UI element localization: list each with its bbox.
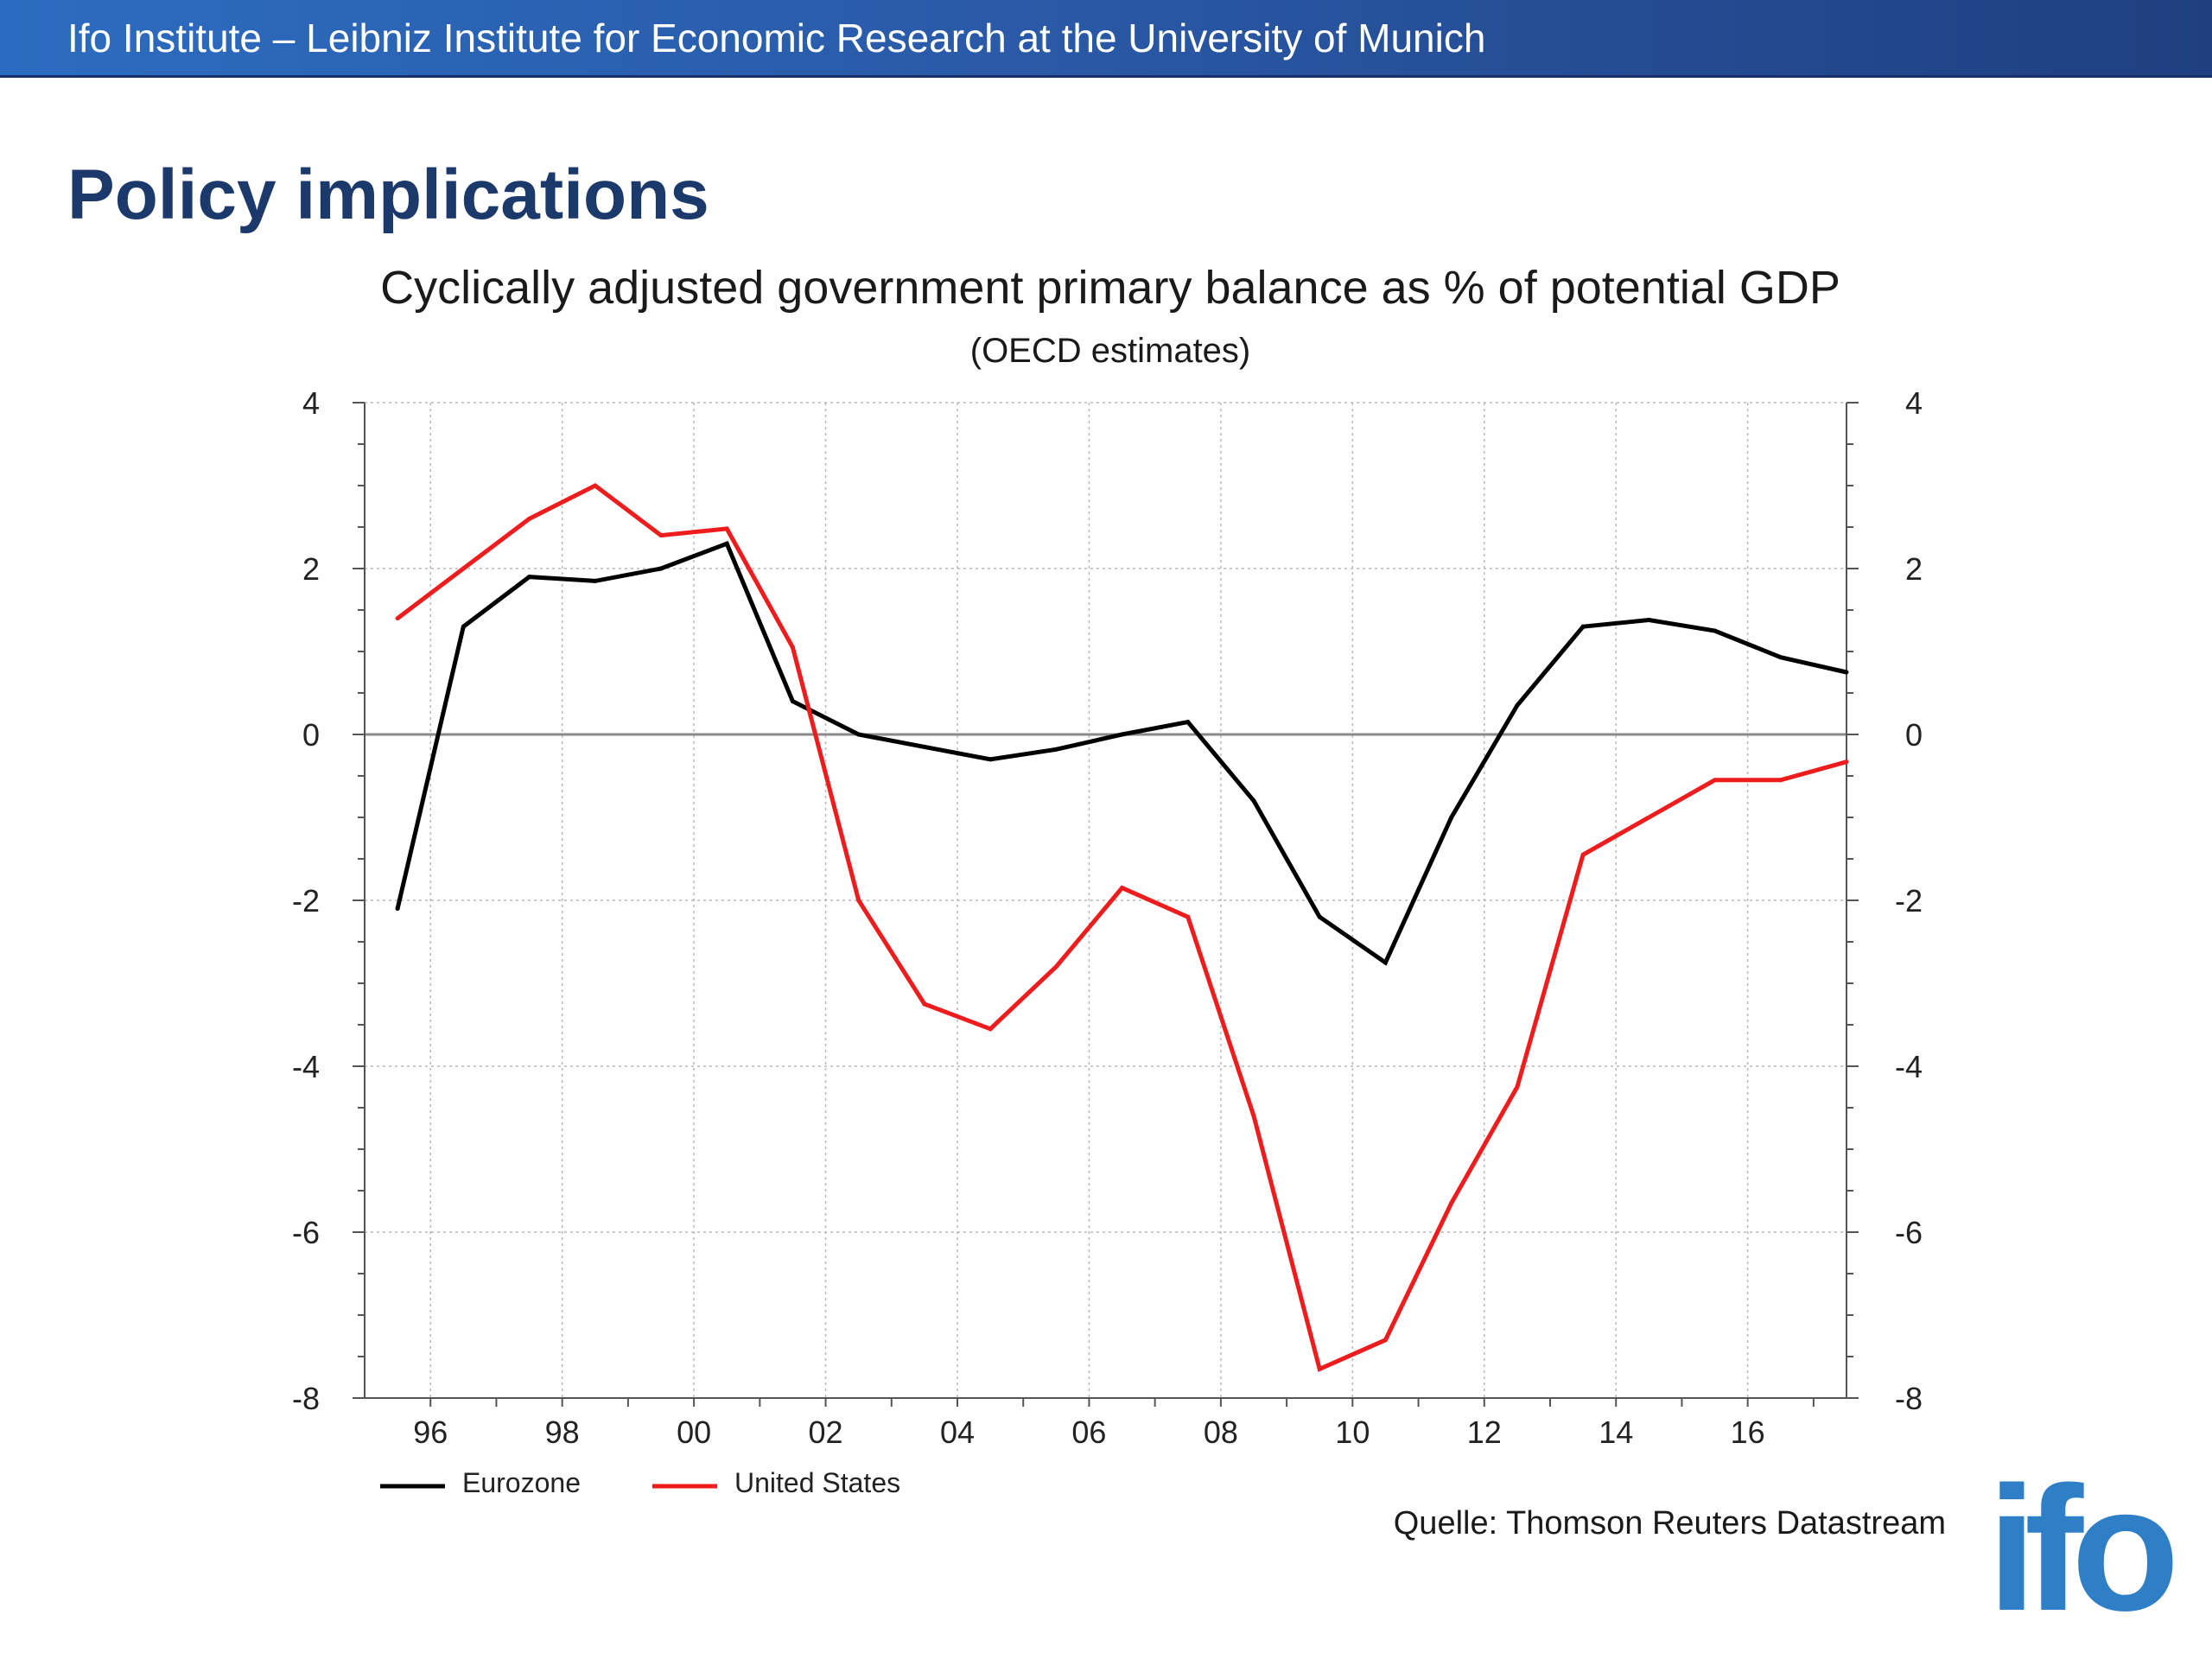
data-point-eurozone	[527, 575, 532, 580]
data-point-united-states	[1515, 1084, 1520, 1090]
data-point-eurozone	[1713, 628, 1718, 633]
x-tick-label: 02	[809, 1414, 843, 1450]
y-tick-label-left: -8	[292, 1381, 320, 1416]
data-point-united-states	[1778, 778, 1783, 783]
data-point-eurozone	[1580, 624, 1586, 629]
data-point-united-states	[658, 533, 664, 538]
data-point-eurozone	[1844, 670, 1849, 675]
data-point-eurozone	[988, 757, 993, 762]
y-tick-label-right: -2	[1895, 883, 1923, 918]
data-point-eurozone	[593, 578, 598, 583]
chart-axes: -8 -8-6 -6-4 -4-2 -20 02 24 496 98 00 02 04 06 08 10 12…	[292, 385, 1923, 1450]
y-tick-label-left: 4	[302, 385, 320, 421]
data-point-eurozone	[658, 566, 664, 571]
data-point-united-states	[922, 1001, 927, 1007]
data-point-united-states	[1449, 1200, 1454, 1205]
x-tick-label: 12	[1467, 1414, 1502, 1450]
data-point-eurozone	[1053, 747, 1058, 752]
data-point-united-states	[856, 898, 861, 903]
data-point-eurozone	[1515, 702, 1520, 708]
data-point-eurozone	[1120, 732, 1125, 737]
data-point-eurozone	[724, 541, 729, 546]
x-tick-label: 08	[1204, 1414, 1238, 1450]
data-point-eurozone	[790, 699, 795, 704]
data-point-eurozone	[1251, 798, 1256, 804]
data-point-united-states	[1382, 1338, 1388, 1343]
data-point-united-states	[527, 516, 532, 521]
data-point-eurozone	[1317, 914, 1322, 919]
source-note: Quelle: Thomson Reuters Datastream	[1393, 1505, 1946, 1541]
data-point-united-states	[988, 1027, 993, 1032]
y-tick-label-right: 4	[1905, 385, 1923, 421]
y-tick-label-left: 2	[302, 551, 320, 587]
data-point-eurozone	[1382, 960, 1388, 965]
header-bar: Ifo Institute – Leibniz Institute for Ec…	[0, 0, 2212, 78]
data-point-eurozone	[1646, 618, 1651, 623]
x-tick-label: 14	[1599, 1414, 1633, 1450]
data-point-united-states	[1580, 852, 1586, 857]
series-line-united-states	[396, 483, 1847, 1372]
y-tick-label-left: 0	[302, 717, 320, 753]
chart-subtitle: (OECD estimates)	[969, 332, 1251, 370]
data-point-united-states	[1317, 1366, 1322, 1371]
x-tick-label: 06	[1071, 1414, 1106, 1450]
data-point-united-states	[790, 645, 795, 650]
data-point-eurozone	[856, 732, 861, 737]
y-tick-label-left: -6	[292, 1215, 320, 1250]
legend-label-united-states: United States	[734, 1467, 900, 1498]
x-tick-label: 16	[1731, 1414, 1765, 1450]
x-tick-label: 96	[413, 1414, 448, 1450]
data-point-eurozone	[1778, 655, 1783, 660]
x-tick-label: 00	[677, 1414, 711, 1450]
y-tick-label-left: -4	[292, 1049, 320, 1084]
y-tick-label-right: 2	[1905, 551, 1923, 587]
data-point-united-states	[593, 483, 598, 488]
chart-title: Cyclically adjusted government primary b…	[380, 262, 1840, 314]
data-point-united-states	[1120, 886, 1125, 891]
chart-legend: Eurozone United States	[380, 1467, 900, 1498]
ifo-logo: ifo	[1987, 1473, 2185, 1620]
data-point-united-states	[1646, 815, 1651, 820]
data-point-united-states	[1053, 964, 1058, 969]
x-tick-label: 04	[940, 1414, 975, 1450]
data-point-united-states	[724, 526, 729, 531]
logo-text: ifo	[1987, 1473, 2173, 1620]
institute-name: Ifo Institute – Leibniz Institute for Ec…	[67, 16, 1486, 60]
data-point-eurozone	[1185, 720, 1191, 725]
y-tick-label-right: -8	[1895, 1381, 1923, 1416]
y-tick-label-right: -6	[1895, 1215, 1923, 1250]
y-tick-label-right: -4	[1895, 1049, 1923, 1084]
x-tick-label: 10	[1335, 1414, 1370, 1450]
data-point-united-states	[1251, 1114, 1256, 1119]
legend-label-eurozone: Eurozone	[462, 1467, 581, 1498]
data-point-united-states	[1185, 914, 1191, 919]
data-point-united-states	[1713, 778, 1718, 783]
chart-grid	[365, 402, 1847, 1399]
y-tick-label-right: 0	[1905, 717, 1923, 753]
data-point-united-states	[1844, 760, 1849, 765]
y-tick-label-left: -2	[292, 883, 320, 918]
data-point-eurozone	[922, 744, 927, 749]
data-point-eurozone	[1449, 815, 1454, 820]
chart-series	[395, 483, 1849, 1372]
data-point-eurozone	[395, 906, 400, 912]
data-point-united-states	[461, 566, 466, 571]
page-title: Policy implications	[67, 156, 709, 234]
data-point-eurozone	[461, 624, 466, 629]
x-tick-label: 98	[545, 1414, 580, 1450]
data-point-united-states	[395, 616, 400, 621]
